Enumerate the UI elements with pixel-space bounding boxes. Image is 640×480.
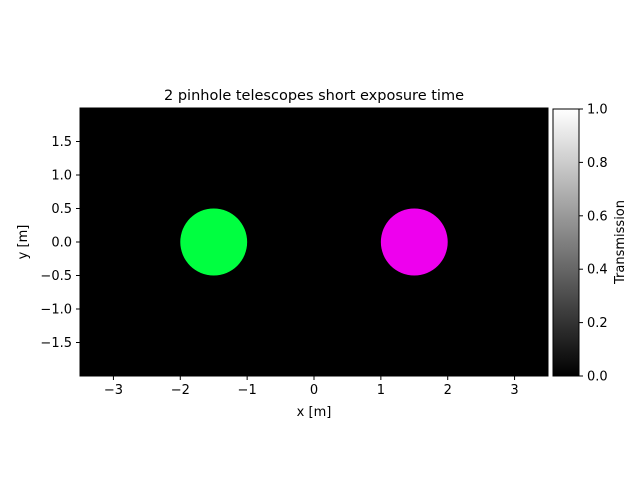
- x-tick-label: 1: [377, 383, 385, 398]
- x-tick-label: −1: [238, 383, 257, 398]
- aperture-1: [180, 208, 248, 276]
- x-axis-label: x [m]: [297, 405, 332, 420]
- y-axis-ticks: 1.5 1.0 0.5 0.0 −0.5 −1.0 −1.5: [40, 135, 80, 351]
- colorbar-tick-label: 0.4: [587, 263, 608, 278]
- colorbar-tick-label: 1.0: [587, 103, 608, 118]
- colorbar-tick-label: 0.6: [587, 209, 608, 224]
- colorbar-ticks: 0.0 0.2 0.4 0.6 0.8 1.0: [579, 103, 608, 385]
- x-tick-label: 0: [310, 383, 318, 398]
- x-tick-label: −3: [104, 383, 123, 398]
- y-tick-label: 0.5: [51, 202, 72, 217]
- x-tick-label: −2: [171, 383, 190, 398]
- colorbar-tick-label: 0.2: [587, 316, 608, 331]
- y-tick-label: 1.5: [51, 135, 72, 150]
- colorbar: [552, 108, 580, 377]
- plot-area: [80, 108, 548, 376]
- colorbar-tick-label: 0.0: [587, 370, 608, 385]
- y-tick-label: 0.0: [51, 236, 72, 251]
- y-tick-label: −0.5: [40, 269, 72, 284]
- colorbar-label: Transmission: [613, 200, 628, 285]
- aperture-2: [380, 208, 448, 276]
- y-tick-label: −1.0: [40, 303, 72, 318]
- x-tick-label: 2: [444, 383, 452, 398]
- aperture-layer: [180, 208, 448, 276]
- chart-title: 2 pinhole telescopes short exposure time: [164, 88, 464, 104]
- colorbar-tick-label: 0.8: [587, 156, 608, 171]
- x-axis-ticks: −3 −2 −1 0 1 2 3: [104, 376, 519, 398]
- y-tick-label: −1.5: [40, 336, 72, 351]
- y-tick-label: 1.0: [51, 169, 72, 184]
- y-axis-label: y [m]: [16, 225, 31, 260]
- x-tick-label: 3: [510, 383, 518, 398]
